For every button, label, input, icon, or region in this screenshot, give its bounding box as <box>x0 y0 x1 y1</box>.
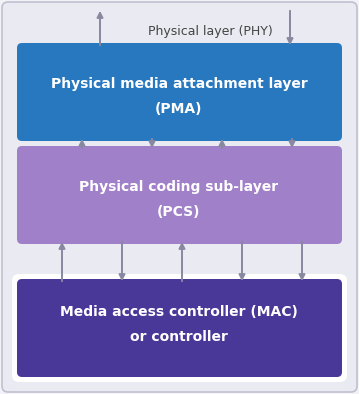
FancyBboxPatch shape <box>12 274 347 382</box>
Text: or controller: or controller <box>130 330 228 344</box>
Text: Physical media attachment layer: Physical media attachment layer <box>51 77 307 91</box>
Text: Physical coding sub-layer: Physical coding sub-layer <box>79 180 279 194</box>
FancyBboxPatch shape <box>17 279 342 377</box>
FancyBboxPatch shape <box>17 43 342 141</box>
Text: Physical layer (PHY): Physical layer (PHY) <box>148 24 272 37</box>
Text: Media access controller (MAC): Media access controller (MAC) <box>60 305 298 319</box>
Text: (PMA): (PMA) <box>155 102 203 116</box>
Text: (PCS): (PCS) <box>157 205 201 219</box>
FancyBboxPatch shape <box>2 2 357 392</box>
FancyBboxPatch shape <box>17 146 342 244</box>
